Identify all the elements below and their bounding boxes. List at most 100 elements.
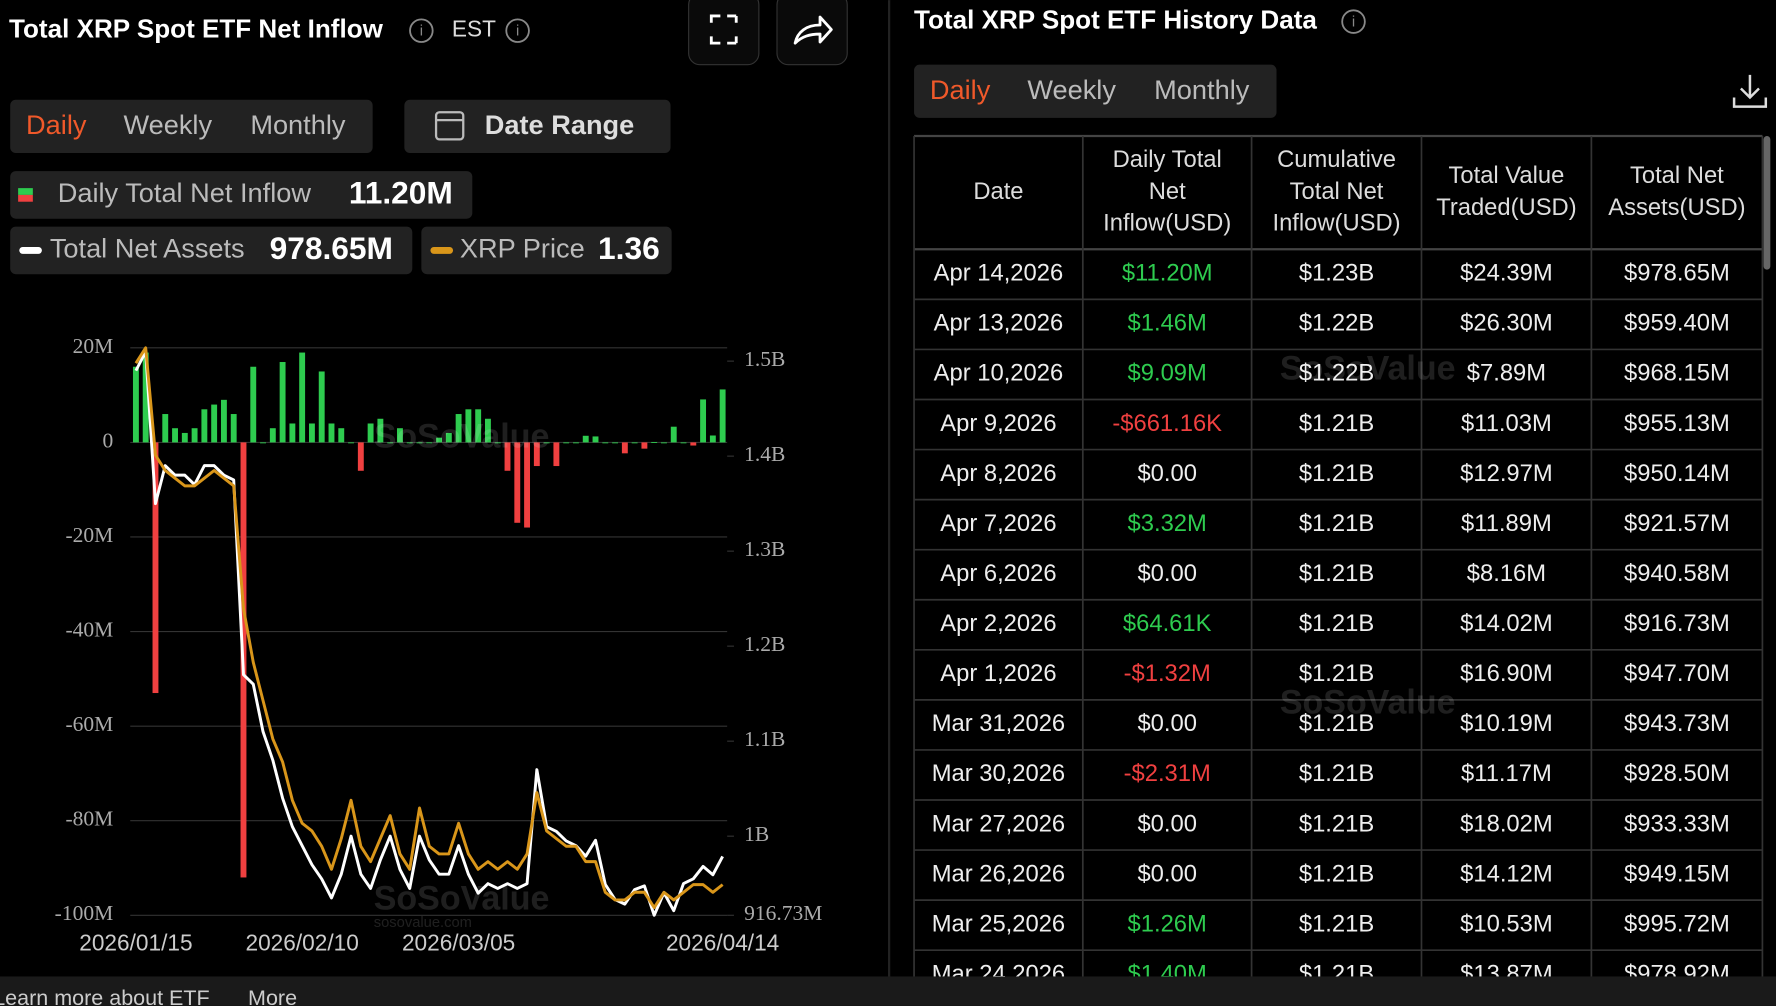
bar (553, 442, 560, 467)
table-cell: $18.02M (1460, 810, 1553, 837)
table-cell: $14.12M (1460, 860, 1553, 887)
watermark: SoSoValue (1280, 349, 1456, 387)
bar (621, 442, 628, 454)
table-cell: $9.09M (1128, 360, 1207, 387)
table-cell: $8.16M (1467, 560, 1546, 587)
tab-active[interactable]: Daily (26, 109, 87, 140)
bar (191, 428, 198, 443)
y-tick-label: 0 (102, 428, 113, 452)
legend-pill (10, 171, 473, 219)
table-cell: $11.03M (1461, 410, 1552, 437)
watermark: SoSoValue (374, 880, 550, 918)
y2-tick-label: 1B (744, 822, 769, 846)
panel-title: Total XRP Spot ETF Net Inflow (9, 14, 384, 44)
column-header: Inflow(USD) (1103, 210, 1231, 237)
bar (592, 436, 599, 443)
bar (406, 442, 413, 444)
y2-tick-label: 1.3B (744, 537, 785, 561)
tab[interactable]: Monthly (250, 109, 346, 140)
legend-swatch (18, 188, 33, 195)
y-tick-label: -80M (65, 807, 113, 831)
bar (436, 437, 442, 443)
panel-title: Total XRP Spot ETF History Data (914, 4, 1317, 34)
y-tick-label: -60M (65, 712, 113, 736)
info-icon[interactable]: i (409, 18, 434, 43)
legend-label: XRP Price (460, 233, 585, 264)
download-button[interactable] (1732, 74, 1768, 108)
table-cell: Apr 9,2026 (940, 410, 1056, 437)
bar (416, 442, 423, 444)
table-cell: Apr 10,2026 (934, 360, 1063, 387)
table-cell: $1.21B (1299, 560, 1374, 587)
table-cell: -$1.32M (1124, 660, 1211, 687)
table-cell: $11.89M (1461, 510, 1552, 537)
table-cell: Apr 2,2026 (940, 610, 1056, 637)
timezone[interactable]: EST (452, 16, 496, 42)
table-cell: $940.58M (1624, 560, 1730, 587)
bar (455, 414, 462, 443)
bar (396, 428, 403, 443)
bar (230, 414, 237, 443)
table-cell: Mar 25,2026 (932, 910, 1065, 937)
table-cell: $947.70M (1624, 660, 1730, 687)
table-cell: $1.21B (1299, 510, 1374, 537)
bar (269, 428, 276, 443)
column-header: Daily Total (1113, 146, 1222, 173)
table-cell: $0.00 (1137, 710, 1196, 737)
table-cell: Mar 26,2026 (932, 860, 1065, 887)
legend-value: 11.20M (349, 174, 453, 210)
bar (162, 414, 169, 443)
column-header: Date (973, 178, 1023, 205)
bar (709, 435, 716, 443)
bar (445, 432, 452, 443)
footer-more[interactable]: More (248, 986, 297, 1006)
table-cell: $959.40M (1624, 310, 1730, 337)
column-header: Inflow(USD) (1272, 210, 1400, 237)
tab-active[interactable]: Daily (930, 74, 991, 105)
legend-pill (421, 226, 672, 275)
table-cell: $10.19M (1460, 710, 1553, 737)
bar (289, 423, 296, 443)
bar (700, 399, 707, 443)
tab[interactable]: Monthly (1154, 74, 1250, 105)
tab[interactable]: Weekly (123, 109, 212, 140)
bar (250, 366, 257, 443)
table-cell: $943.73M (1624, 710, 1730, 737)
bar (201, 409, 208, 443)
share-button[interactable] (776, 0, 848, 66)
bar (152, 442, 159, 694)
table-cell: $10.53M (1460, 910, 1553, 937)
bar (533, 442, 540, 467)
table-cell: $978.65M (1624, 260, 1730, 287)
table: Date Daily Total Net Inflow(USD) Cumulative T… (913, 134, 1764, 1002)
x-tick-label: 2026/03/05 (402, 930, 515, 956)
table-cell: $968.15M (1624, 360, 1730, 387)
info-icon[interactable]: i (1341, 9, 1366, 34)
y2-tick-label: 1.2B (744, 632, 785, 656)
bar (367, 423, 374, 443)
info-icon[interactable]: i (505, 18, 530, 43)
table-cell: Mar 27,2026 (932, 810, 1065, 837)
fullscreen-button[interactable] (688, 0, 760, 66)
scrollbar[interactable] (1763, 136, 1771, 270)
table-cell: $1.23B (1299, 260, 1374, 287)
watermark: sosovalue.com (374, 915, 472, 931)
bar (142, 352, 149, 443)
y2-tick-label: 1.4B (744, 442, 785, 466)
table-cell: Mar 30,2026 (932, 760, 1065, 787)
bar (348, 442, 354, 444)
date-range-button[interactable]: Date Range (404, 99, 671, 154)
date-range-label[interactable]: Date Range (485, 109, 635, 140)
bar (670, 426, 677, 443)
y-tick-label: -20M (65, 523, 113, 547)
legend-value: 978.65M (270, 230, 393, 266)
table-cell: $1.21B (1299, 910, 1374, 937)
table-cell: -$2.31M (1124, 760, 1211, 787)
table-cell: -$661.16K (1112, 410, 1222, 437)
footer-link[interactable]: Learn more about ETF (0, 986, 210, 1006)
tab[interactable]: Weekly (1027, 74, 1116, 105)
bar (631, 442, 638, 444)
bar (690, 442, 697, 446)
bar (318, 371, 325, 443)
table-cell: $995.72M (1624, 910, 1730, 937)
